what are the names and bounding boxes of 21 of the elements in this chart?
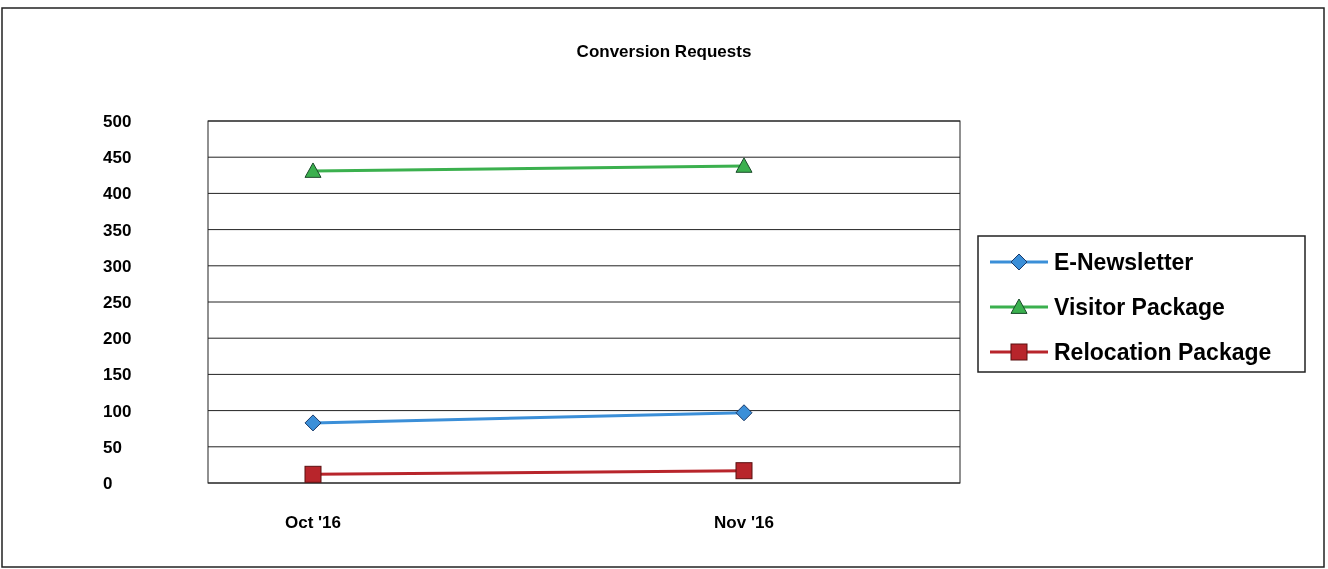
y-tick-label: 400 bbox=[103, 184, 132, 204]
legend-label: Visitor Package bbox=[1054, 294, 1225, 320]
legend-label: Relocation Package bbox=[1054, 339, 1272, 365]
x-tick-label: Nov '16 bbox=[714, 513, 774, 532]
y-tick-label: 200 bbox=[103, 329, 132, 349]
chart-title: Conversion Requests bbox=[576, 42, 752, 61]
y-tick-label: 450 bbox=[103, 148, 132, 168]
point bbox=[735, 404, 753, 422]
y-tick-label: 50 bbox=[103, 437, 122, 457]
point bbox=[304, 465, 322, 483]
legend-label: E-Newsletter bbox=[1054, 249, 1194, 275]
y-tick-label: 0 bbox=[103, 474, 113, 493]
x-tick-label: Oct '16 bbox=[284, 513, 342, 532]
y-tick-label: 300 bbox=[103, 256, 132, 276]
y-tick-label: 150 bbox=[103, 365, 132, 385]
y-tick-label: 100 bbox=[103, 401, 132, 421]
y-tick-label: 250 bbox=[103, 293, 132, 312]
y-tick-label: 350 bbox=[103, 220, 132, 240]
y-tick-label: 500 bbox=[103, 112, 132, 131]
point bbox=[304, 414, 322, 432]
point bbox=[735, 462, 753, 480]
